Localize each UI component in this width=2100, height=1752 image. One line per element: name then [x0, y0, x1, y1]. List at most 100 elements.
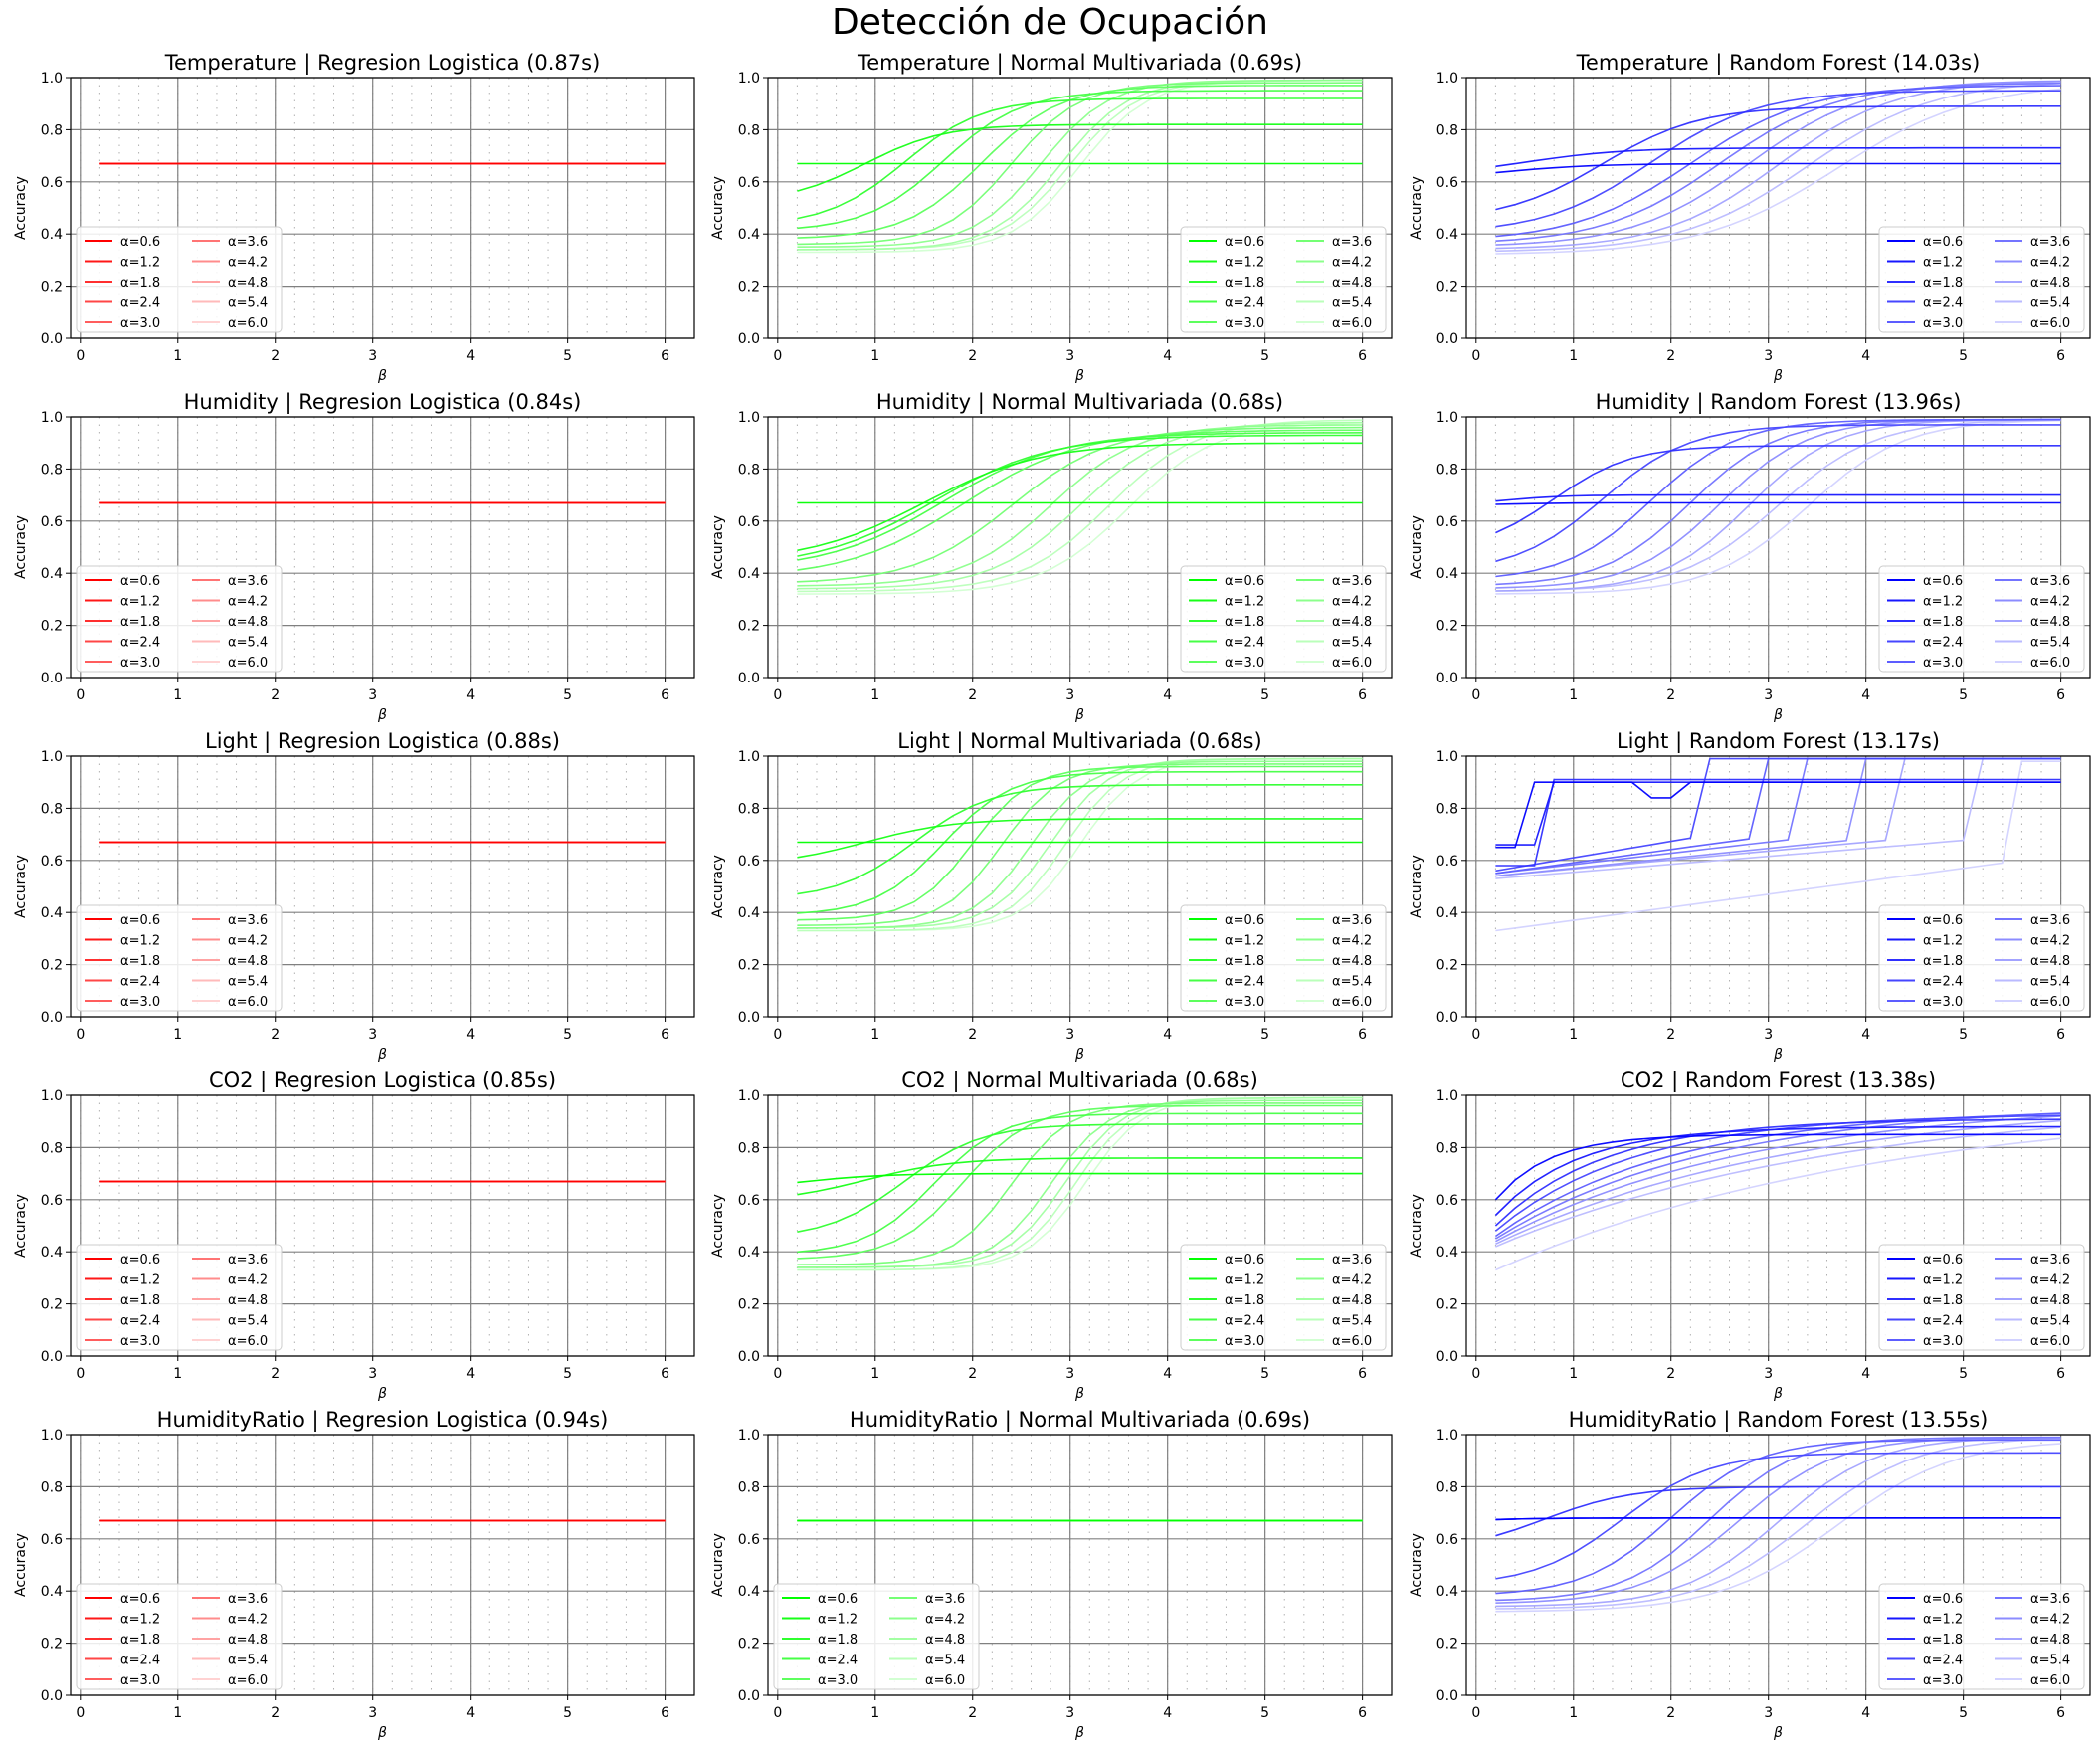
x-tick-label: 0	[1471, 348, 1480, 364]
legend-label: α=4.8	[1332, 954, 1372, 969]
x-tick-label: 6	[1358, 1027, 1367, 1043]
legend-label: α=5.4	[228, 975, 268, 990]
x-axis-label: β	[377, 1047, 387, 1063]
series-line	[1495, 418, 2061, 586]
x-axis-label: β	[1773, 1047, 1783, 1063]
legend-label: α=5.4	[228, 1314, 268, 1329]
x-tick-label: 0	[1471, 687, 1480, 703]
y-tick-label: 0.8	[1436, 462, 1458, 478]
x-tick-label: 4	[466, 687, 475, 703]
y-tick-label: 0.4	[41, 905, 63, 921]
series-line	[1495, 418, 2061, 578]
legend-box	[1878, 565, 2085, 673]
y-tick-label: 1.0	[1436, 71, 1458, 87]
x-tick-label: 0	[773, 687, 782, 703]
legend-label: α=3.6	[228, 235, 268, 250]
legend-box	[1878, 1583, 2085, 1690]
y-tick-label: 1.0	[41, 1428, 63, 1444]
legend: α=0.6 α=1.2 α=1.8 α=2.4 α=3.0 α=3.6 α=4.2 α=4.8…	[1180, 226, 1387, 333]
legend-label: α=6.0	[925, 1673, 965, 1688]
series-line	[1495, 1137, 2061, 1271]
series-line	[797, 1123, 1363, 1233]
axes-frame	[1465, 416, 2091, 679]
y-tick-label: 0.0	[738, 1349, 760, 1365]
legend-label: α=3.0	[120, 1334, 160, 1349]
legend-label: α=6.0	[1332, 1334, 1372, 1349]
legend-label: α=0.6	[1923, 235, 1963, 250]
x-tick-label: 3	[368, 348, 377, 364]
x-tick-label: 4	[1861, 687, 1870, 703]
legend-label: α=0.6	[1923, 913, 1963, 928]
x-tick-label: 2	[968, 1705, 977, 1721]
legend-label: α=1.2	[1225, 934, 1264, 949]
legend-box	[76, 565, 283, 673]
y-tick-label: 0.4	[41, 1584, 63, 1600]
x-tick-label: 2	[1666, 1366, 1675, 1382]
y-tick-label: 0.0	[738, 1688, 760, 1704]
x-tick-label: 2	[1666, 348, 1675, 364]
series-line	[1495, 493, 2061, 502]
y-axis-label: Accuracy	[13, 1533, 29, 1597]
series-line	[1495, 778, 2061, 867]
x-tick-label: 0	[76, 687, 85, 703]
legend-label: α=1.2	[1923, 934, 1963, 949]
x-tick-label: 4	[1163, 1705, 1172, 1721]
axes-frame	[1465, 1434, 2091, 1696]
series-line	[1495, 757, 2061, 879]
y-tick-label: 0.6	[738, 854, 760, 870]
legend-label: α=3.0	[1923, 995, 1963, 1010]
x-tick-label: 6	[2056, 1705, 2065, 1721]
series-line	[1494, 1133, 2061, 1201]
y-axis-label: Accuracy	[13, 515, 29, 579]
y-tick-label: 0.6	[41, 175, 63, 191]
x-tick-label: 6	[661, 1027, 669, 1043]
y-tick-label: 0.6	[41, 1193, 63, 1209]
legend-label: α=5.4	[228, 296, 268, 311]
legend-box	[76, 904, 283, 1012]
x-tick-label: 5	[563, 348, 572, 364]
x-tick-label: 4	[1163, 1027, 1172, 1043]
legend-label: α=4.8	[2030, 276, 2070, 291]
legend-label: α=3.0	[120, 995, 160, 1010]
x-tick-label: 3	[1764, 1705, 1773, 1721]
x-tick-label: 5	[1260, 1366, 1269, 1382]
y-tick-label: 0.2	[41, 958, 63, 974]
legend-label: α=3.0	[1225, 1334, 1264, 1349]
legend-label: α=5.4	[228, 636, 268, 651]
x-axis-label: β	[377, 1725, 387, 1741]
series-line	[1495, 85, 2061, 238]
y-tick-label: 0.0	[1436, 331, 1458, 347]
legend-label: α=6.0	[2030, 1673, 2070, 1688]
series-line	[1495, 80, 2061, 246]
x-tick-label: 0	[76, 348, 85, 364]
series-line	[1495, 1439, 2061, 1595]
y-tick-label: 0.6	[738, 1532, 760, 1548]
legend-label: α=2.4	[1923, 1654, 1963, 1668]
x-tick-label: 1	[870, 1027, 879, 1043]
x-tick-label: 3	[1764, 1027, 1773, 1043]
x-tick-label: 3	[1065, 687, 1074, 703]
legend-label: α=4.2	[1332, 256, 1372, 271]
legend-label: α=1.8	[1225, 276, 1264, 291]
x-tick-label: 2	[968, 1027, 977, 1043]
y-tick-label: 0.2	[738, 1297, 760, 1313]
x-tick-label: 3	[1764, 687, 1773, 703]
y-axis-label: Accuracy	[1409, 515, 1425, 579]
x-tick-label: 1	[870, 687, 879, 703]
y-tick-label: 1.0	[738, 1088, 760, 1104]
legend-label: α=3.0	[120, 316, 160, 331]
y-tick-label: 0.8	[1436, 801, 1458, 817]
subplot: 0 1 2 3 4 5 6 0.0 0.2 0.4 0.6 0.8 1.0 β Accuracy Humidi…	[13, 390, 695, 723]
legend-box	[76, 1583, 283, 1690]
subplot: 0 1 2 3 4 5 6 0.0 0.2 0.4 0.6 0.8 1.0 β Accuracy Humidi…	[710, 1408, 1393, 1741]
y-tick-label: 0.0	[41, 331, 63, 347]
series-line	[797, 97, 1363, 220]
series-line	[1495, 146, 2061, 168]
x-tick-label: 6	[661, 1366, 669, 1382]
series-line	[1495, 82, 2061, 253]
x-tick-label: 3	[1065, 1705, 1074, 1721]
y-tick-label: 0.4	[41, 1245, 63, 1261]
legend-label: α=4.2	[1332, 934, 1372, 949]
y-tick-label: 0.8	[738, 122, 760, 138]
y-tick-label: 1.0	[1436, 749, 1458, 765]
